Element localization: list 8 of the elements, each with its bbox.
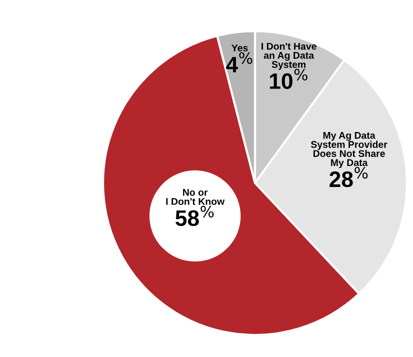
data-label: 10$^{%}$	[270, 68, 308, 90]
slice-label: No or I Don't Know	[166, 189, 225, 205]
slice-label: My Ag Data System Provider Does Not Share My Data	[310, 132, 388, 168]
data-label: 28$^{%}$	[330, 166, 368, 188]
slice-label: I Don't Have an Ag Data System	[262, 42, 316, 70]
slice-label: Yes	[232, 44, 248, 52]
data-label: 58$^{%}$	[176, 206, 214, 226]
data-label: 4$^{%}$	[226, 52, 252, 72]
